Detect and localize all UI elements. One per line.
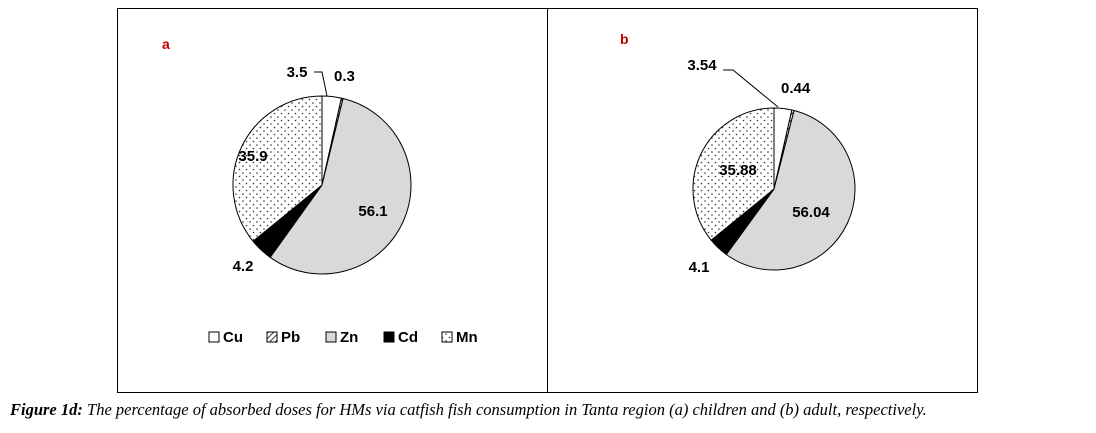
data-label-leader-line xyxy=(314,71,328,97)
legend-swatch-mn xyxy=(441,331,453,343)
pie-slice-mn xyxy=(692,107,775,241)
legend-swatch-pb xyxy=(266,331,278,343)
data-label-zn: 56.04 xyxy=(792,204,830,221)
legend-label-zn: Zn xyxy=(340,329,358,346)
pie-charts: 3.5 0.3 56.1 4.2 35.9 a 3.54 0.44 56.04 4.1 35.88… xyxy=(162,31,856,346)
data-label-mn: 35.88 xyxy=(719,162,757,179)
panel-label: b xyxy=(620,31,629,47)
legend-swatch-zn xyxy=(325,331,337,343)
data-label-zn: 56.1 xyxy=(358,203,387,220)
data-label-leader-line xyxy=(723,69,779,108)
data-label-pb: 0.3 xyxy=(334,68,355,85)
figure-caption: Figure 1d: The percentage of absorbed do… xyxy=(10,400,1090,420)
legend-label-cd: Cd xyxy=(398,329,418,346)
data-label-cu: 3.54 xyxy=(687,57,717,74)
panel-b-frame xyxy=(547,8,978,393)
data-label-cu: 3.5 xyxy=(287,64,308,81)
pie-slice-zn xyxy=(269,97,412,275)
legend-label-mn: Mn xyxy=(456,329,478,346)
data-label-mn: 35.9 xyxy=(238,148,267,165)
data-label-cd: 4.1 xyxy=(689,259,710,276)
legend-label-pb: Pb xyxy=(281,329,300,346)
pie-chart-adult: 3.54 0.44 56.04 4.1 35.88 b xyxy=(620,31,856,276)
data-label-cd: 4.2 xyxy=(233,258,254,275)
legend-swatch-cu xyxy=(208,331,220,343)
legend-swatch-cd xyxy=(383,331,395,343)
legend: Cu Pb Zn Cd Mn xyxy=(208,329,478,346)
pie-chart-children: 3.5 0.3 56.1 4.2 35.9 a xyxy=(162,36,412,275)
legend-label-cu: Cu xyxy=(223,329,243,346)
pie-slice-mn xyxy=(232,95,323,243)
pie-slice-zn xyxy=(725,109,856,271)
data-label-pb: 0.44 xyxy=(781,80,811,97)
caption-label: Figure 1d: xyxy=(10,400,83,419)
panel-label: a xyxy=(162,36,170,52)
caption-text: The percentage of absorbed doses for HMs… xyxy=(82,400,927,419)
